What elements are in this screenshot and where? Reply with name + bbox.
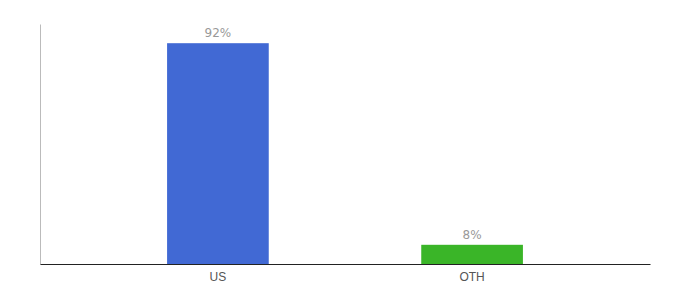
bar — [421, 245, 523, 264]
x-tick-label: US — [210, 270, 227, 284]
x-axis-line — [41, 264, 651, 265]
data-labels: 92% 8% — [205, 26, 482, 242]
y-axis — [40, 25, 41, 265]
data-label: 92% — [205, 26, 232, 40]
data-label: 8% — [463, 228, 482, 242]
bars — [167, 43, 523, 264]
x-tick: OTH — [459, 264, 484, 284]
bar — [167, 43, 269, 264]
chart-container: US OTH 92% 8% — [0, 0, 680, 300]
x-tick: US — [210, 264, 227, 284]
plot: US OTH 92% 8% — [41, 25, 651, 284]
x-tick-label: OTH — [459, 270, 484, 284]
y-axis-line — [40, 25, 41, 265]
chart-svg: US OTH 92% 8% — [0, 0, 680, 300]
x-axis: US OTH — [41, 264, 651, 284]
